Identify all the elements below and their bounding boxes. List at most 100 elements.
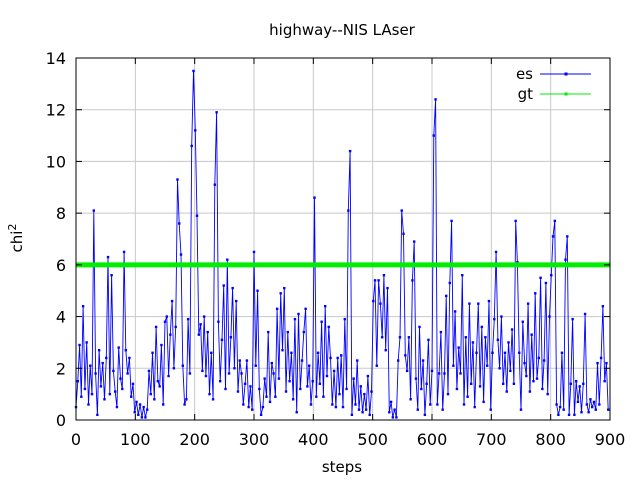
series-point-es <box>233 367 236 370</box>
series-point-es <box>445 294 448 298</box>
series-point-es <box>304 307 307 311</box>
series-point-es <box>598 403 601 406</box>
series-point-es <box>558 405 562 409</box>
series-point-es <box>247 405 250 409</box>
series-point-es <box>89 364 92 367</box>
series-point-es <box>528 390 532 393</box>
series-point-es <box>258 387 261 391</box>
series-point-es <box>352 377 355 380</box>
series-point-es <box>477 302 480 305</box>
series-point-es <box>90 392 94 396</box>
series-point-es <box>160 343 163 347</box>
series-point-es <box>418 325 421 329</box>
series-point-es <box>583 312 587 316</box>
series-point-es <box>525 374 528 378</box>
series-point-es <box>400 209 403 212</box>
series-point-es <box>576 400 580 404</box>
series-point-es <box>491 351 494 354</box>
series-point-es <box>518 351 521 354</box>
series-point-es <box>92 209 95 212</box>
legend-label-es: es <box>516 65 533 83</box>
series-point-es <box>215 111 218 114</box>
series-point-es <box>336 356 339 360</box>
series-point-es <box>80 395 83 398</box>
series-point-es <box>300 359 304 362</box>
series-point-es <box>393 408 396 411</box>
x-tick-label: 200 <box>179 430 210 449</box>
series-point-es <box>535 377 539 380</box>
series-point-es <box>372 299 375 303</box>
series-point-es <box>199 323 202 326</box>
series-point-es <box>359 385 362 388</box>
series-point-es <box>149 392 152 396</box>
series-point-es <box>142 405 145 409</box>
series-point-es <box>482 400 485 404</box>
series-point-es <box>87 403 90 406</box>
series-point-es <box>473 405 476 409</box>
series-point-es <box>555 403 558 406</box>
series-point-es <box>202 315 206 318</box>
series-point-es <box>402 232 405 236</box>
series-point-es <box>277 377 281 380</box>
series-point-es <box>268 400 272 404</box>
series-point-es <box>562 408 565 411</box>
series-point-es <box>546 392 549 396</box>
series-point-es <box>167 374 170 378</box>
series-point-es <box>407 336 411 339</box>
series-point-es <box>347 209 350 212</box>
series-line-es <box>75 70 609 418</box>
x-tick-label: 0 <box>71 430 81 449</box>
series-point-es <box>176 178 179 181</box>
series-point-es <box>462 403 466 406</box>
series-point-es <box>607 408 610 411</box>
series-point-es <box>605 361 608 365</box>
series-point-es <box>457 346 460 349</box>
series-point-es <box>416 408 419 411</box>
series-point-es <box>154 325 158 329</box>
series-point-es <box>267 330 270 334</box>
series-point-es <box>108 392 112 396</box>
series-point-es <box>249 385 252 388</box>
series-point-es <box>493 317 496 321</box>
series-point-es <box>338 392 341 396</box>
series-point-es <box>254 364 257 367</box>
series-point-es <box>126 372 129 375</box>
series-point-es <box>259 413 263 417</box>
y-tick-label: 4 <box>56 308 66 327</box>
series-point-es <box>475 351 478 354</box>
series-point-es <box>195 214 199 217</box>
series-point-es <box>97 348 101 352</box>
series-point-es <box>368 413 371 417</box>
series-point-es <box>548 315 551 318</box>
series-point-es <box>363 392 366 396</box>
series-point-es <box>530 333 533 336</box>
series-point-es <box>411 279 414 282</box>
series-point-es <box>398 336 402 339</box>
series-point-es <box>471 341 475 344</box>
x-tick-label: 600 <box>417 430 448 449</box>
series-point-es <box>485 364 489 367</box>
axis-ticks: 0 100 200 300 400 500 600 700 800 900 0 2 4 6 8 10 12 14 <box>46 49 626 449</box>
series-point-es <box>140 416 144 419</box>
series-point-es <box>275 307 279 311</box>
series-point-es <box>443 372 446 375</box>
series-point-es <box>436 403 439 406</box>
series-point-es <box>391 416 395 419</box>
series-point-es <box>113 390 117 393</box>
series-point-es <box>115 405 119 409</box>
series-point-es <box>217 320 220 323</box>
series-point-es <box>455 387 459 391</box>
series-point-es <box>162 403 165 406</box>
series-point-es <box>373 279 377 282</box>
series-point-es <box>329 356 332 360</box>
series-point-es <box>594 408 597 411</box>
series-point-es <box>551 235 555 238</box>
series-point-es <box>452 364 455 367</box>
series-point-es <box>509 369 512 373</box>
series-point-es <box>85 341 88 344</box>
series-point-es <box>494 250 498 254</box>
series-point-es <box>270 361 273 365</box>
series-point-es <box>105 356 108 360</box>
